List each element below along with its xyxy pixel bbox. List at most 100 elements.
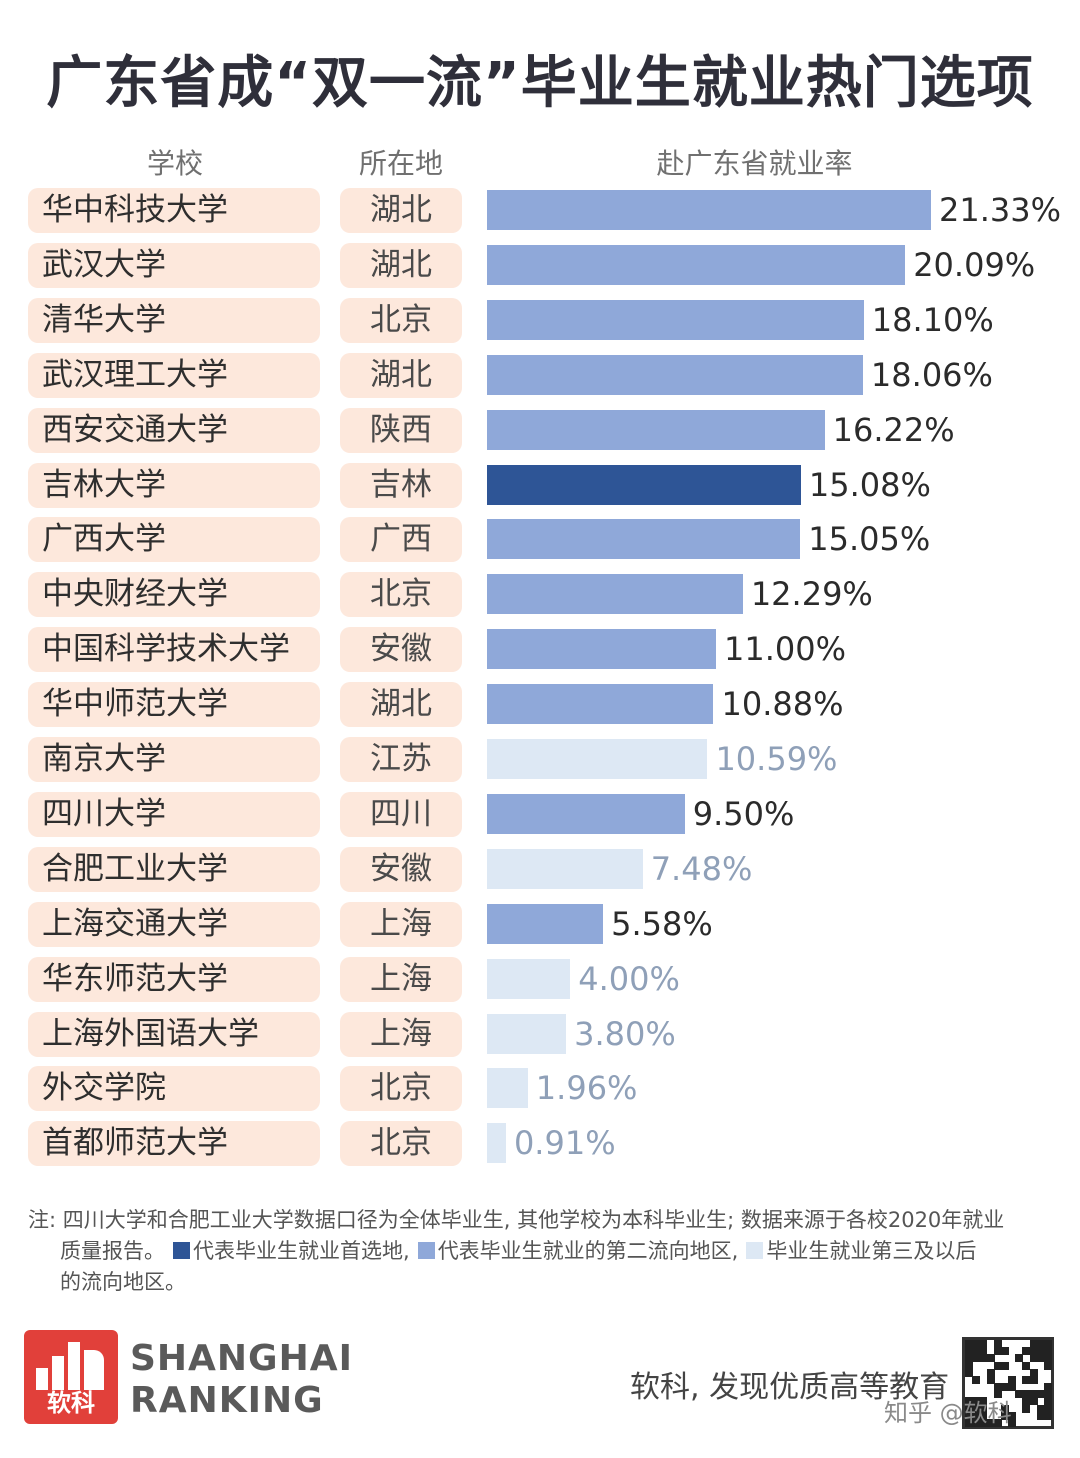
qr-module: [986, 1354, 995, 1363]
header-location: 所在地: [358, 147, 443, 180]
school-name: 武汉理工大学: [28, 352, 320, 398]
legend-third-swatch: [746, 1242, 764, 1259]
bar-value-label: 11.00%: [723, 630, 846, 669]
qr-module: [1008, 1375, 1016, 1384]
slogan: 软科, 发现优质高等教育: [630, 1370, 950, 1405]
qr-module: [1015, 1390, 1024, 1399]
qr-module: [979, 1397, 988, 1406]
school-name: 华中科技大学: [28, 188, 320, 233]
bar-value-label: 9.50%: [692, 794, 795, 833]
qr-module: [1000, 1404, 1009, 1413]
school-name: 华中师范大学: [28, 682, 320, 728]
school-location: 北京: [340, 572, 462, 618]
header-school: 学校: [146, 147, 203, 180]
table-row: 武汉理工大学 湖北 18.06%: [0, 352, 1080, 398]
qr-module: [1022, 1375, 1031, 1384]
legend-second-label: 代表毕业生就业的第二流向地区,: [437, 1239, 739, 1263]
bar: [487, 409, 825, 450]
qr-module: [972, 1411, 981, 1420]
qr-module: [1008, 1418, 1016, 1427]
qr-module: [1000, 1411, 1009, 1420]
qr-module: [1022, 1347, 1031, 1356]
qr-module: [979, 1418, 988, 1427]
qr-module: [965, 1418, 973, 1427]
qr-module: [965, 1354, 973, 1363]
qr-module: [986, 1418, 995, 1427]
bar-value-label: 7.48%: [650, 849, 753, 888]
table-row: 上海外国语大学 上海 3.80%: [0, 1011, 1080, 1057]
school-name: 合肥工业大学: [28, 846, 320, 892]
qr-module: [1043, 1397, 1052, 1406]
qr-module: [979, 1347, 988, 1356]
qr-module: [965, 1368, 973, 1377]
school-name: 西安交通大学: [28, 407, 320, 453]
school-name: 上海交通大学: [28, 901, 320, 947]
bar-value-label: 4.00%: [578, 959, 680, 998]
bar-value-label: 18.06%: [870, 355, 993, 394]
legend-third-label: 毕业生就业第三及以后: [766, 1239, 977, 1263]
qr-module: [972, 1347, 981, 1356]
qr-module: [965, 1347, 973, 1356]
table-row: 外交学院 北京 1.96%: [0, 1066, 1080, 1112]
qr-module: [1036, 1411, 1045, 1420]
school-name: 清华大学: [28, 297, 320, 343]
school-location: 安徽: [340, 627, 462, 673]
qr-module: [1043, 1340, 1052, 1348]
table-row: 清华大学 北京 18.10%: [0, 297, 1080, 343]
qr-module: [986, 1368, 995, 1377]
bar-value-label: 16.22%: [832, 410, 955, 449]
qr-module: [1043, 1411, 1052, 1420]
school-name: 南京大学: [28, 737, 320, 782]
table-row: 华中师范大学 湖北 10.88%: [0, 682, 1080, 728]
bar: [487, 299, 864, 340]
qr-module: [1022, 1361, 1031, 1370]
table-row: 中国科学技术大学 安徽 11.00%: [0, 627, 1080, 673]
bar-value-label: 20.09%: [913, 245, 1036, 284]
school-name: 广西大学: [28, 517, 320, 563]
school-location: 北京: [340, 1121, 462, 1167]
brand-line2: RANKING: [130, 1380, 324, 1421]
bar-value-label: 15.08%: [808, 465, 931, 504]
qr-module: [1036, 1340, 1045, 1348]
bar: [487, 1068, 528, 1109]
school-name: 中央财经大学: [28, 572, 320, 618]
footnote-line1: 注: 四川大学和合肥工业大学数据口径为全体毕业生, 其他学校为本科毕业生; 数据…: [28, 1208, 1005, 1232]
qr-module: [993, 1347, 1002, 1356]
bar-value-label: 12.29%: [750, 575, 873, 614]
school-location: 上海: [340, 1011, 462, 1057]
school-location: 上海: [340, 901, 462, 947]
table-row: 华中科技大学 湖北 21.33%: [0, 188, 1080, 233]
qr-module: [965, 1361, 973, 1370]
qr-module: [993, 1418, 1002, 1427]
qr-module: [1043, 1383, 1052, 1391]
qr-module: [1043, 1361, 1052, 1370]
qr-module: [1008, 1383, 1016, 1391]
school-name: 上海外国语大学: [28, 1011, 320, 1057]
school-location: 四川: [340, 791, 462, 837]
qr-module: [1000, 1361, 1009, 1370]
qr-module: [1029, 1347, 1038, 1356]
bar-value-label: 10.88%: [721, 685, 844, 724]
bar: [487, 958, 571, 999]
qr-module: [1022, 1404, 1031, 1413]
bar: [487, 848, 643, 889]
table-row: 华东师范大学 上海 4.00%: [0, 956, 1080, 1002]
bar-value-label: 21.33%: [939, 191, 1062, 229]
table-row: 合肥工业大学 安徽 7.48%: [0, 846, 1080, 892]
school-location: 湖北: [340, 242, 462, 288]
qr-module: [1029, 1390, 1038, 1399]
bar-value-label: 10.59%: [715, 740, 838, 778]
bar-value-label: 1.96%: [535, 1069, 638, 1108]
qr-module: [979, 1411, 988, 1420]
qr-module: [993, 1383, 1002, 1391]
school-location: 北京: [340, 1066, 462, 1112]
qr-code-icon: [962, 1337, 1054, 1429]
qr-module: [1015, 1354, 1024, 1363]
qr-module: [1008, 1411, 1016, 1420]
qr-module: [965, 1340, 973, 1348]
bar: [487, 519, 801, 560]
bar: [487, 793, 685, 834]
bar-value-label: 5.58%: [611, 904, 713, 943]
school-location: 湖北: [340, 682, 462, 728]
qr-module: [1036, 1404, 1045, 1413]
